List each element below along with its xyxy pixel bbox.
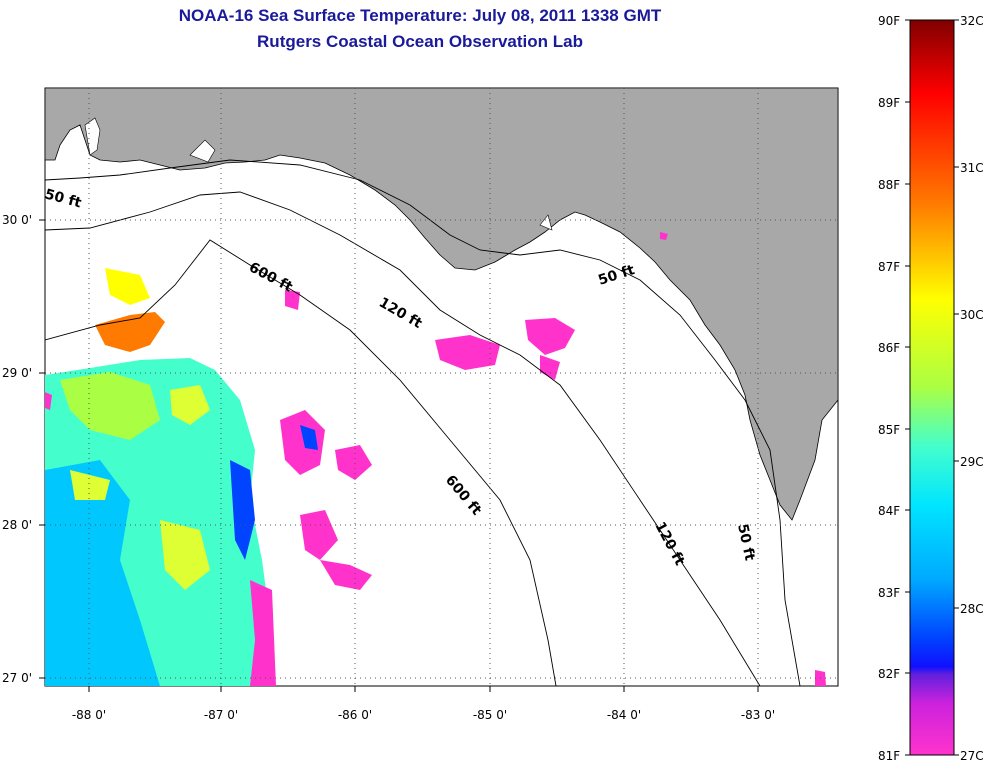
map-subtitle: Rutgers Coastal Ocean Observation Lab bbox=[257, 32, 583, 51]
lon-label: -88 0' bbox=[72, 708, 106, 722]
colorbar-f-label: 87F bbox=[878, 260, 901, 274]
colorbar-c-label: 31C bbox=[960, 161, 984, 175]
colorbar-c-label: 27C bbox=[960, 749, 984, 763]
colorbar-f-label: 89F bbox=[878, 96, 901, 110]
colorbar-f-label: 90F bbox=[878, 14, 901, 28]
lat-label: 30 0' bbox=[2, 213, 32, 227]
lat-label: 29 0' bbox=[2, 366, 32, 380]
colorbar-f-label: 86F bbox=[878, 341, 901, 355]
colorbar-c-label: 30C bbox=[960, 308, 984, 322]
colorbar-f-label: 84F bbox=[878, 504, 901, 518]
colorbar-c-label: 32C bbox=[960, 14, 984, 28]
sst-data bbox=[45, 232, 826, 686]
colorbar-f-label: 82F bbox=[878, 667, 901, 681]
colorbar-c-label: 29C bbox=[960, 455, 984, 469]
map-title: NOAA-16 Sea Surface Temperature: July 08… bbox=[178, 6, 662, 25]
lat-label: 28 0' bbox=[2, 518, 32, 532]
temperature-colorbar bbox=[909, 19, 955, 756]
colorbar-c-label: 28C bbox=[960, 602, 984, 616]
colorbar-f-label: 81F bbox=[878, 749, 901, 763]
lon-label: -86 0' bbox=[338, 708, 372, 722]
lon-label: -83 0' bbox=[741, 708, 775, 722]
bay-area bbox=[84, 117, 553, 231]
land-area bbox=[45, 88, 838, 521]
colorbar-ticks bbox=[905, 19, 959, 756]
colorbar-f-label: 83F bbox=[878, 586, 901, 600]
lon-label: -87 0' bbox=[204, 708, 238, 722]
lat-label: 27 0' bbox=[2, 671, 32, 685]
colorbar-f-label: 85F bbox=[878, 423, 901, 437]
lon-label: -84 0' bbox=[607, 708, 641, 722]
depth-contours bbox=[45, 159, 801, 686]
contour-label-50ft-southeast: 50 ft bbox=[734, 523, 757, 563]
colorbar-f-label: 88F bbox=[878, 178, 901, 192]
graticule bbox=[45, 88, 838, 686]
lon-label: -85 0' bbox=[473, 708, 507, 722]
axis-ticks bbox=[39, 219, 759, 692]
